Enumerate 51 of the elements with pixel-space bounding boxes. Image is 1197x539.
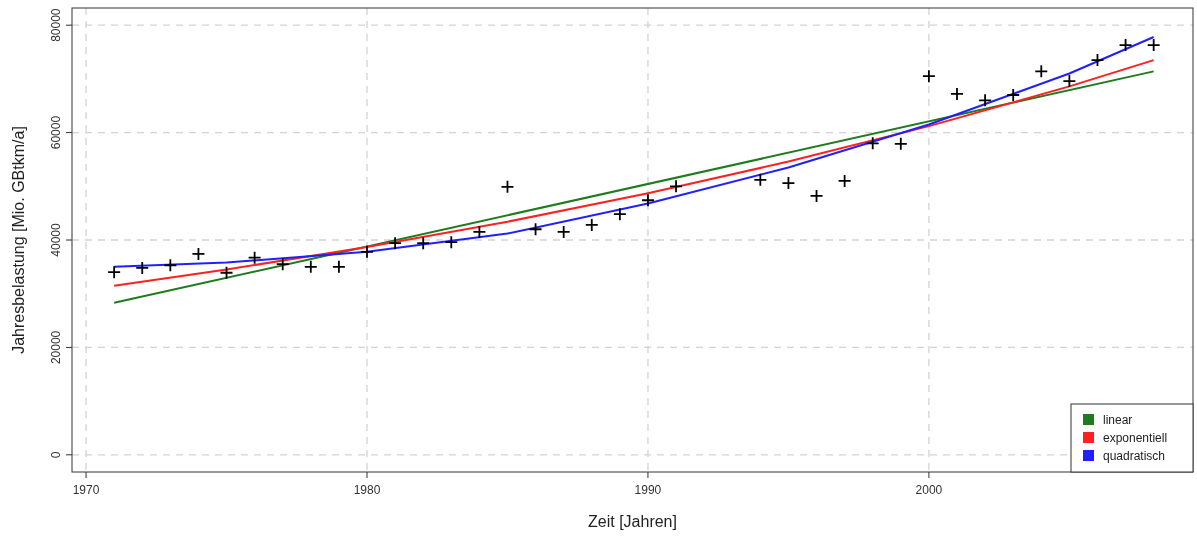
y-axis-title: Jahresbelastung [Mio. GBtkm/a]: [10, 126, 27, 354]
line-series: [113, 36, 1155, 268]
point: [528, 222, 543, 237]
point: [781, 176, 796, 190]
point: [950, 87, 964, 101]
point: [444, 235, 459, 250]
y-tick-label: 0: [49, 451, 63, 459]
point: [191, 247, 206, 261]
y-tick-label: 80000: [49, 8, 63, 42]
legend-label: quadratisch: [1103, 449, 1166, 463]
point: [135, 261, 150, 275]
point: [416, 236, 431, 251]
point: [472, 225, 487, 239]
x-tick-label: 1990: [634, 483, 662, 497]
point: [247, 250, 262, 265]
y-tick-label: 40000: [49, 222, 63, 257]
point: [753, 172, 768, 187]
point: [388, 236, 402, 251]
point: [612, 207, 627, 222]
y-tick-label: 60000: [49, 115, 63, 150]
point: [1034, 64, 1049, 79]
point: [163, 258, 178, 273]
y-tick-label: 20000: [49, 330, 63, 365]
point: [303, 259, 318, 274]
point: [1090, 53, 1105, 67]
point: [332, 259, 346, 274]
point: [219, 265, 234, 280]
x-tick-label: 1980: [353, 483, 381, 497]
point: [360, 244, 374, 259]
point: [500, 179, 515, 194]
point: [669, 179, 683, 194]
point: [1062, 74, 1077, 88]
point: [978, 93, 992, 108]
point: [584, 218, 599, 232]
legend-label: linear: [1103, 413, 1133, 427]
legend-label: exponentiell: [1103, 431, 1168, 445]
point: [865, 136, 880, 151]
point: [107, 265, 122, 280]
point: [837, 174, 852, 188]
point: [1006, 88, 1021, 102]
x-tick-label: 2000: [915, 483, 943, 497]
point: [641, 193, 655, 208]
point: [922, 69, 936, 84]
point: [1118, 38, 1133, 52]
point: [556, 225, 571, 239]
point: [809, 189, 824, 203]
x-axis-title: Zeit [Jahren]: [588, 513, 677, 530]
x-tick-label: 1970: [72, 483, 100, 497]
point: [1146, 38, 1161, 52]
point: [893, 136, 908, 151]
point: [275, 257, 290, 272]
